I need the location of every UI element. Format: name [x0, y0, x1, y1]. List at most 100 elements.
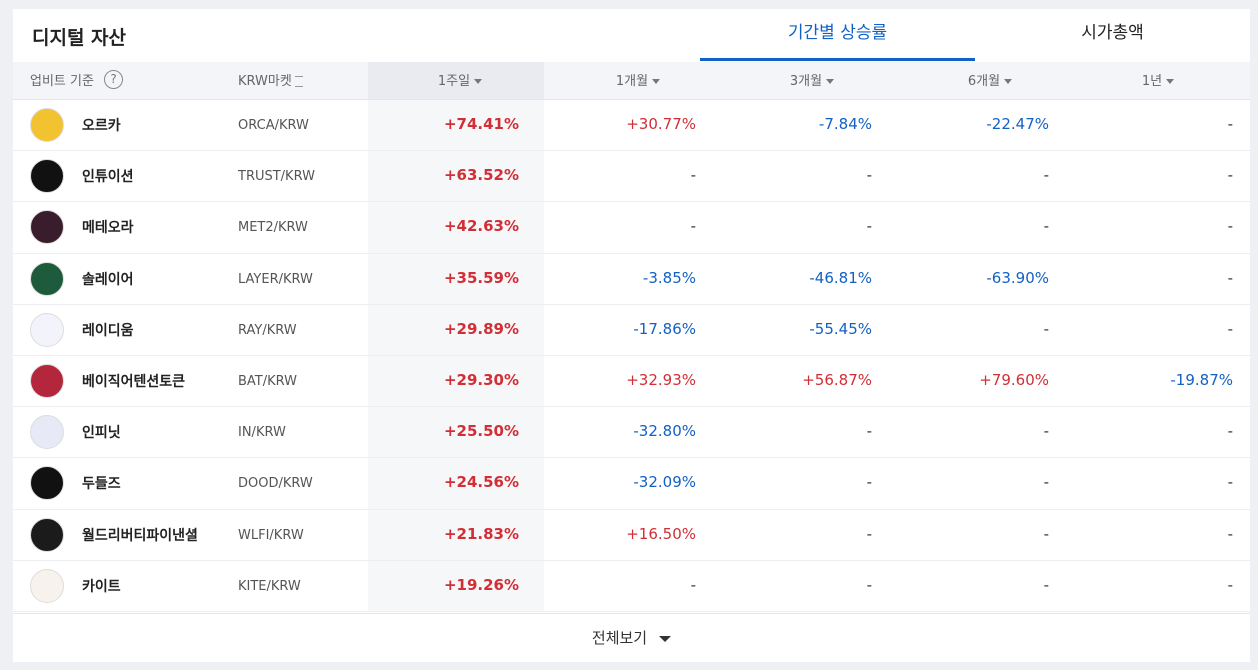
- change-value: +79.60%: [979, 371, 1049, 389]
- change-value: -7.84%: [818, 115, 872, 133]
- market-code: LAYER/KRW: [238, 271, 313, 287]
- coin-name[interactable]: 솔레이어: [82, 271, 134, 288]
- highlight-cell: [368, 560, 544, 611]
- table-row[interactable]: 솔레이어 LAYER/KRW +35.59% -3.85% -46.81% -63.90%…: [13, 253, 1250, 305]
- change-value: +32.93%: [626, 371, 696, 389]
- market-code: IN/KRW: [238, 425, 286, 441]
- view-all-label[interactable]: 전체보기: [591, 629, 648, 647]
- change-value: -: [866, 217, 872, 236]
- change-value: -: [1227, 575, 1233, 594]
- tab[interactable]: 시가총액: [1081, 23, 1144, 43]
- change-value: -: [1043, 524, 1049, 543]
- sort-arrow[interactable]: [1166, 79, 1175, 84]
- column-header[interactable]: 3개월: [752, 70, 872, 89]
- change-value: -: [690, 166, 696, 185]
- coin-name[interactable]: 레이디움: [82, 322, 134, 339]
- coin-name[interactable]: 오르카: [82, 118, 121, 134]
- table-row[interactable]: 인피닛 IN/KRW +25.50% -32.80% - - -: [13, 407, 1250, 459]
- column-header[interactable]: 1년: [1098, 70, 1218, 89]
- change-value: -63.90%: [986, 268, 1049, 287]
- highlight-cell: [368, 202, 544, 253]
- table-row[interactable]: 베이직어텐션토큰 BAT/KRW +29.30% +32.93% +56.87% +79.…: [13, 356, 1250, 408]
- title: 디지털 자산: [32, 27, 127, 49]
- highlight-cell: [368, 407, 544, 458]
- change-value: -: [1227, 115, 1233, 133]
- column-header[interactable]: 1개월: [578, 70, 698, 89]
- help-icon[interactable]: ?: [104, 70, 123, 89]
- change-value: +35.59%: [443, 268, 519, 287]
- market-code: KITE/KRW: [238, 578, 301, 594]
- column-header[interactable]: 1주일: [400, 70, 520, 89]
- coin-icon: [30, 312, 64, 347]
- table-row[interactable]: 인튜이션 TRUST/KRW +63.52% - - - -: [13, 151, 1250, 203]
- change-value: -: [1043, 422, 1049, 441]
- table-row[interactable]: 레이디움 RAY/KRW +29.89% -17.86% -55.45% - -: [13, 304, 1250, 356]
- column-header[interactable]: KRW마켓: [238, 70, 303, 89]
- coin-icon: [30, 364, 64, 398]
- sort-arrow[interactable]: [826, 79, 835, 84]
- change-value: -: [1043, 575, 1049, 594]
- change-value: -32.80%: [633, 422, 696, 441]
- highlight-cell: [368, 100, 544, 151]
- change-value: -22.47%: [986, 115, 1049, 133]
- highlight-cell: [368, 253, 544, 304]
- change-value: -: [690, 217, 696, 236]
- change-value: +16.50%: [626, 524, 696, 543]
- change-value: -55.45%: [809, 319, 872, 338]
- market-code: MET2/KRW: [238, 220, 308, 236]
- coin-name[interactable]: 두들즈: [82, 476, 121, 493]
- highlight-cell: [368, 151, 544, 202]
- coin-name[interactable]: 인피닛: [82, 425, 121, 442]
- change-value: -: [1227, 319, 1233, 338]
- change-value: -19.87%: [1170, 371, 1233, 389]
- change-value: +21.83%: [443, 524, 519, 543]
- table-row[interactable]: 메테오라 MET2/KRW +42.63% - - - -: [13, 202, 1250, 254]
- column-header-bg: [13, 62, 1250, 100]
- column-header-highlight: [368, 62, 544, 99]
- change-value: -32.09%: [633, 473, 696, 492]
- change-value: -: [1043, 166, 1049, 185]
- table-row[interactable]: 카이트 KITE/KRW +19.26% - - - -: [13, 560, 1250, 612]
- column-header[interactable]: 6개월: [930, 70, 1050, 89]
- table-row[interactable]: 월드리버티파이낸셜 WLFI/KRW +21.83% +16.50% - - -: [13, 509, 1250, 561]
- change-value: +25.50%: [443, 422, 519, 441]
- table-row[interactable]: 두들즈 DOOD/KRW +24.56% -32.09% - - -: [13, 458, 1250, 510]
- coin-icon: [30, 210, 64, 245]
- coin-icon: [30, 568, 64, 603]
- change-value: -: [1227, 268, 1233, 287]
- change-value: +24.56%: [443, 473, 519, 492]
- change-value: +56.87%: [802, 371, 872, 389]
- column-header: 업비트 기준: [30, 74, 94, 89]
- change-value: -: [1043, 473, 1049, 492]
- tab[interactable]: 기간별 상승률: [700, 9, 975, 61]
- highlight-cell: [368, 304, 544, 355]
- swap-icon[interactable]: [294, 76, 303, 87]
- market-code: WLFI/KRW: [238, 527, 304, 543]
- table-row[interactable]: 오르카 ORCA/KRW +74.41% +30.77% -7.84% -22.47% -: [13, 100, 1250, 152]
- highlight-cell: [368, 509, 544, 560]
- sort-arrow[interactable]: [652, 79, 661, 84]
- change-value: -: [1043, 319, 1049, 338]
- change-value: +29.30%: [443, 371, 519, 389]
- market-code: ORCA/KRW: [238, 118, 309, 133]
- change-value: +42.63%: [443, 217, 519, 236]
- change-value: -: [1227, 422, 1233, 441]
- change-value: -: [866, 575, 872, 594]
- change-value: -: [1227, 217, 1233, 236]
- coin-icon: [30, 517, 64, 552]
- expand-arrow[interactable]: [659, 635, 672, 642]
- view-all-button[interactable]: 전체보기: [13, 613, 1250, 663]
- market-code: BAT/KRW: [238, 374, 298, 389]
- coin-name[interactable]: 메테오라: [82, 220, 134, 237]
- change-value: -: [1227, 166, 1233, 185]
- coin-name[interactable]: 카이트: [82, 578, 121, 595]
- coin-name[interactable]: 베이직어텐션토큰: [82, 374, 186, 390]
- coin-name[interactable]: 인튜이션: [82, 169, 134, 186]
- change-value: -: [1227, 473, 1233, 492]
- change-value: +63.52%: [443, 166, 519, 185]
- sort-arrow[interactable]: [1004, 79, 1013, 84]
- coin-name[interactable]: 월드리버티파이낸셜: [82, 527, 198, 544]
- sort-arrow[interactable]: [474, 79, 483, 84]
- change-value: +74.41%: [443, 115, 519, 133]
- change-value: -: [690, 575, 696, 594]
